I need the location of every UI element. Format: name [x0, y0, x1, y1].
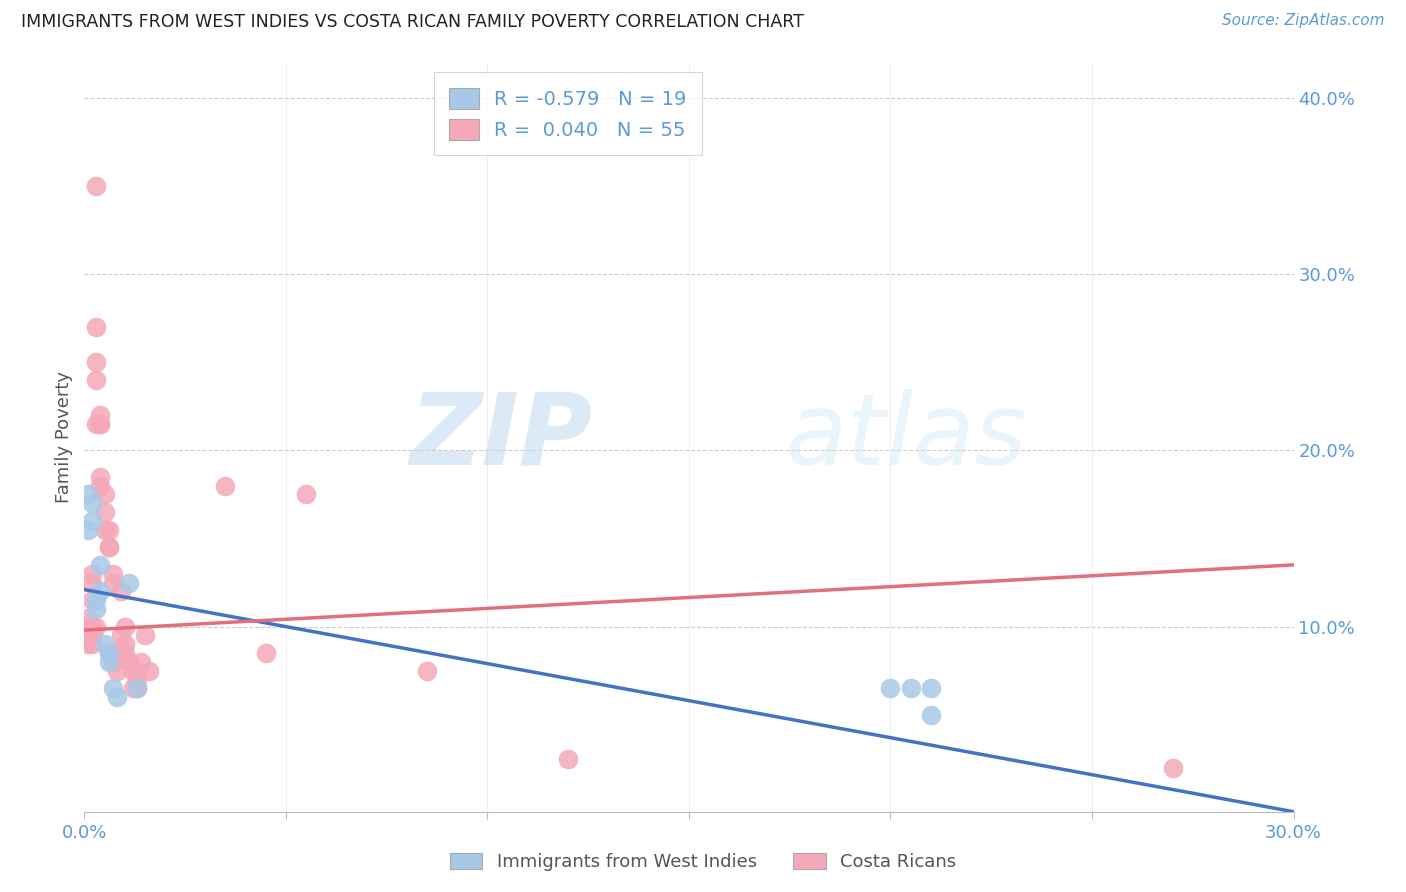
Point	[93, 637, 115, 651]
Point	[121, 664, 143, 678]
Point	[105, 664, 128, 678]
Point	[82, 628, 104, 642]
Point	[89, 478, 111, 492]
Point	[77, 637, 100, 651]
Legend: Immigrants from West Indies, Costa Ricans: Immigrants from West Indies, Costa Rican…	[443, 846, 963, 879]
Point	[295, 487, 318, 501]
Point	[82, 637, 104, 651]
Point	[114, 637, 136, 651]
Point	[89, 558, 111, 572]
Point	[82, 619, 104, 633]
Point	[82, 514, 104, 528]
Point	[93, 487, 115, 501]
Point	[77, 611, 100, 625]
Point	[97, 541, 120, 555]
Point	[416, 664, 439, 678]
Point	[114, 619, 136, 633]
Point	[101, 566, 124, 581]
Point	[86, 373, 108, 387]
Point	[557, 752, 579, 766]
Point	[101, 646, 124, 660]
Point	[254, 646, 277, 660]
Legend: R = -0.579   N = 19, R =  0.040   N = 55: R = -0.579 N = 19, R = 0.040 N = 55	[434, 72, 702, 155]
Point	[86, 619, 108, 633]
Point	[77, 487, 100, 501]
Point	[125, 664, 148, 678]
Point	[86, 355, 108, 369]
Text: Source: ZipAtlas.com: Source: ZipAtlas.com	[1222, 13, 1385, 29]
Point	[89, 408, 111, 422]
Point	[110, 584, 132, 599]
Point	[86, 417, 108, 431]
Text: atlas: atlas	[786, 389, 1028, 485]
Point	[920, 681, 942, 696]
Point	[86, 178, 108, 193]
Point	[97, 646, 120, 660]
Point	[89, 584, 111, 599]
Point	[114, 646, 136, 660]
Point	[82, 496, 104, 510]
Point	[93, 523, 115, 537]
Point	[89, 417, 111, 431]
Text: IMMIGRANTS FROM WEST INDIES VS COSTA RICAN FAMILY POVERTY CORRELATION CHART: IMMIGRANTS FROM WEST INDIES VS COSTA RIC…	[21, 13, 804, 31]
Point	[121, 681, 143, 696]
Point	[89, 469, 111, 483]
Point	[920, 707, 942, 722]
Point	[105, 646, 128, 660]
Y-axis label: Family Poverty: Family Poverty	[55, 371, 73, 503]
Point	[97, 523, 120, 537]
Point	[214, 478, 236, 492]
Point	[118, 575, 141, 590]
Point	[125, 681, 148, 696]
Point	[97, 646, 120, 660]
Point	[89, 417, 111, 431]
Point	[118, 655, 141, 669]
Point	[900, 681, 922, 696]
Point	[93, 505, 115, 519]
Point	[105, 646, 128, 660]
Point	[1161, 761, 1184, 775]
Point	[77, 523, 100, 537]
Point	[97, 541, 120, 555]
Text: ZIP: ZIP	[409, 389, 592, 485]
Point	[82, 575, 104, 590]
Point	[86, 602, 108, 616]
Point	[82, 566, 104, 581]
Point	[125, 681, 148, 696]
Point	[82, 593, 104, 607]
Point	[101, 681, 124, 696]
Point	[86, 593, 108, 607]
Point	[129, 655, 152, 669]
Point	[879, 681, 901, 696]
Point	[101, 575, 124, 590]
Point	[77, 628, 100, 642]
Point	[105, 690, 128, 705]
Point	[125, 673, 148, 687]
Point	[134, 628, 156, 642]
Point	[97, 655, 120, 669]
Point	[77, 619, 100, 633]
Point	[101, 655, 124, 669]
Point	[138, 664, 160, 678]
Point	[110, 628, 132, 642]
Point	[86, 319, 108, 334]
